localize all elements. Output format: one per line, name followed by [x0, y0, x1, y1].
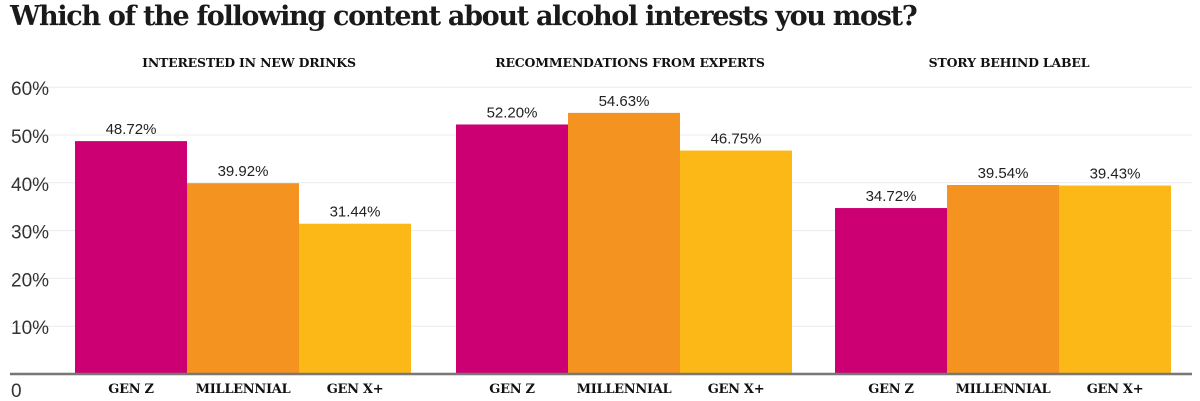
y-tick-label: 20%: [11, 270, 49, 291]
panel-recommendations-from-experts: RECOMMENDATIONS FROM EXPERTS 52.20% GEN Z 5…: [456, 55, 792, 397]
chart-panels: INTERESTED IN NEW DRINKS 48.72% GEN Z 39.92…: [75, 55, 1171, 397]
x-tick-label: MILLENNIAL: [196, 382, 291, 397]
data-label: 48.72%: [106, 121, 157, 138]
data-label: 39.54%: [978, 165, 1029, 182]
bar-millennial: [187, 183, 299, 374]
panel-title: INTERESTED IN NEW DRINKS: [142, 55, 356, 70]
data-label: 46.75%: [711, 131, 762, 148]
bar-gen-x: [299, 223, 411, 374]
data-label: 31.44%: [330, 204, 381, 221]
y-axis: 0 10% 20% 30% 40% 50% 60%: [11, 79, 49, 401]
x-tick-label: MILLENNIAL: [956, 382, 1051, 397]
panel-title: STORY BEHIND LABEL: [929, 55, 1090, 70]
y-tick-label: 40%: [11, 175, 49, 196]
data-label: 39.43%: [1090, 166, 1141, 183]
panel-interested-in-new-drinks: INTERESTED IN NEW DRINKS 48.72% GEN Z 39.92…: [75, 55, 411, 397]
y-tick-label: 30%: [11, 223, 49, 244]
bar-gen-x: [680, 150, 792, 374]
x-tick-label: GEN X+: [1087, 382, 1144, 397]
bar-millennial: [947, 184, 1059, 374]
y-tick-label: 50%: [11, 127, 49, 148]
data-label: 52.20%: [487, 104, 538, 121]
bar-gen-z: [75, 141, 187, 374]
bar-gen-z: [835, 208, 947, 374]
data-label: 34.72%: [866, 188, 917, 205]
y-tick-label: 60%: [11, 79, 49, 100]
bar-gen-x: [1059, 185, 1171, 374]
y-tick-label: 0: [11, 381, 22, 401]
x-tick-label: MILLENNIAL: [577, 382, 672, 397]
panel-story-behind-label: STORY BEHIND LABEL 34.72% GEN Z 39.54% MILLE…: [835, 55, 1171, 397]
data-label: 54.63%: [599, 93, 650, 110]
x-tick-label: GEN Z: [489, 382, 535, 397]
y-tick-label: 10%: [11, 318, 49, 339]
panel-title: RECOMMENDATIONS FROM EXPERTS: [495, 55, 765, 70]
x-tick-label: GEN Z: [868, 382, 914, 397]
x-tick-label: GEN X+: [327, 382, 384, 397]
bar-millennial: [568, 112, 680, 375]
x-tick-label: GEN Z: [108, 382, 154, 397]
data-label: 39.92%: [218, 163, 269, 180]
x-tick-label: GEN X+: [708, 382, 765, 397]
chart-title: Which of the following content about alc…: [10, 1, 918, 32]
bar-gen-z: [456, 124, 568, 374]
